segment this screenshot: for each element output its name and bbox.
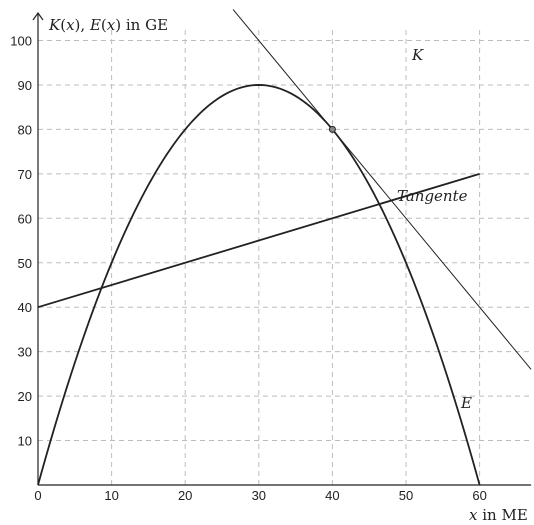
series-line-k (37, 172, 480, 309)
y-axis-label: K(x), E(x) in GE (48, 16, 168, 34)
grid (38, 27, 532, 485)
y-tick-label-100: 100 (10, 34, 32, 49)
x-axis-label: x in ME (469, 506, 528, 524)
y-tick-label-20: 20 (18, 389, 32, 404)
y-tick-label-10: 10 (18, 434, 32, 449)
series-label-tangente: Tangente (397, 187, 468, 205)
y-tick-label-50: 50 (18, 256, 32, 271)
y-tick-label-90: 90 (18, 78, 32, 93)
y-tick-label-80: 80 (18, 122, 32, 137)
curves (37, 9, 532, 486)
series-label-k: K (411, 46, 424, 64)
x-tick-label-20: 20 (178, 488, 192, 503)
x-tick-label-0: 0 (34, 488, 41, 503)
x-tick-label-60: 60 (472, 488, 486, 503)
point-40-80 (328, 125, 336, 133)
series-label-e: E (460, 394, 472, 412)
y-tick-label-30: 30 (18, 345, 32, 360)
series-line-e (37, 84, 481, 486)
series-line-tangente (232, 9, 532, 370)
x-tick-label-50: 50 (399, 488, 413, 503)
y-tick-label-40: 40 (18, 300, 32, 315)
y-tick-label-60: 60 (18, 211, 32, 226)
x-tick-label-40: 40 (325, 488, 339, 503)
y-tick-label-70: 70 (18, 167, 32, 182)
tick-labels: 0 10 20 30 40 50 60 10 20 30 40 50 60 70 80 90 100 (10, 34, 487, 504)
x-tick-label-10: 10 (104, 488, 118, 503)
labels: K(x), E(x) in GE x in ME K E Tangente (48, 16, 528, 524)
axes (32, 11, 532, 486)
x-tick-label-30: 30 (252, 488, 266, 503)
y-axis-arrow (32, 11, 44, 21)
